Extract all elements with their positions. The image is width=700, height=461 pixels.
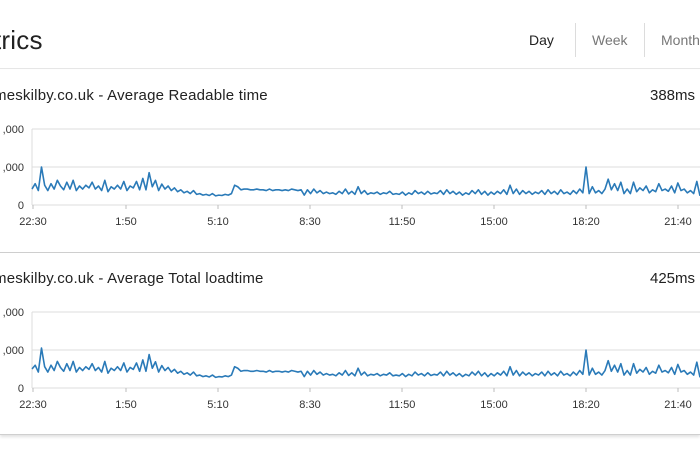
series-line (31, 166, 700, 197)
panel-title: meskilby.co.uk - Average Total loadtime (0, 270, 264, 287)
panel-title: meskilby.co.uk - Average Readable time (0, 87, 268, 104)
y-tick-label: 0 (18, 200, 24, 212)
period-tabs: Day Week Month (515, 23, 700, 57)
x-tick-label: 18:20 (572, 216, 600, 228)
total-loadtime-line-chart: ,000 ,000 0 22:30 1:50 5:10 8:30 11:50 15:00 18:2… (3, 307, 700, 411)
y-tick-label: ,000 (3, 307, 24, 319)
metric-panel-total-loadtime: meskilby.co.uk - Average Total loadtime … (0, 253, 700, 435)
series-line (31, 347, 700, 379)
panel-value: 425ms (650, 270, 696, 287)
x-tick-label: 5:10 (207, 216, 228, 228)
page-header: trics Day Week Month (0, 0, 700, 69)
y-tick-label: 0 (18, 383, 24, 395)
x-tick-label: 8:30 (299, 216, 320, 228)
page-title: trics (0, 25, 43, 55)
y-tick-label: ,000 (3, 124, 24, 136)
x-tick-label: 22:30 (19, 216, 47, 228)
x-tick-label: 1:50 (115, 216, 136, 228)
x-tick-label: 21:40 (664, 399, 692, 411)
x-tick-label: 1:50 (115, 399, 136, 411)
x-tick-label: 8:30 (299, 399, 320, 411)
y-tick-label: ,000 (3, 345, 24, 357)
x-tick-label: 11:50 (389, 399, 416, 411)
x-tick-label: 18:20 (572, 399, 600, 411)
x-tick-label: 15:00 (480, 399, 508, 411)
readable-time-line-chart: ,000 ,000 0 22:30 1:50 5:10 8:30 11:50 15:00 18:2… (3, 124, 700, 228)
x-tick-label: 21:40 (664, 216, 692, 228)
x-tick-label: 5:10 (207, 399, 228, 411)
y-tick-label: ,000 (3, 162, 24, 174)
metric-panel-readable-time: meskilby.co.uk - Average Readable time 3… (0, 70, 700, 253)
x-tick-label: 22:30 (19, 399, 47, 411)
tab-week[interactable]: Week (575, 23, 644, 57)
x-tick-label: 15:00 (480, 216, 508, 228)
panel-value: 388ms (650, 87, 696, 104)
tab-day[interactable]: Day (529, 32, 554, 48)
x-tick-label: 11:50 (389, 216, 416, 228)
tab-month[interactable]: Month (644, 23, 700, 57)
